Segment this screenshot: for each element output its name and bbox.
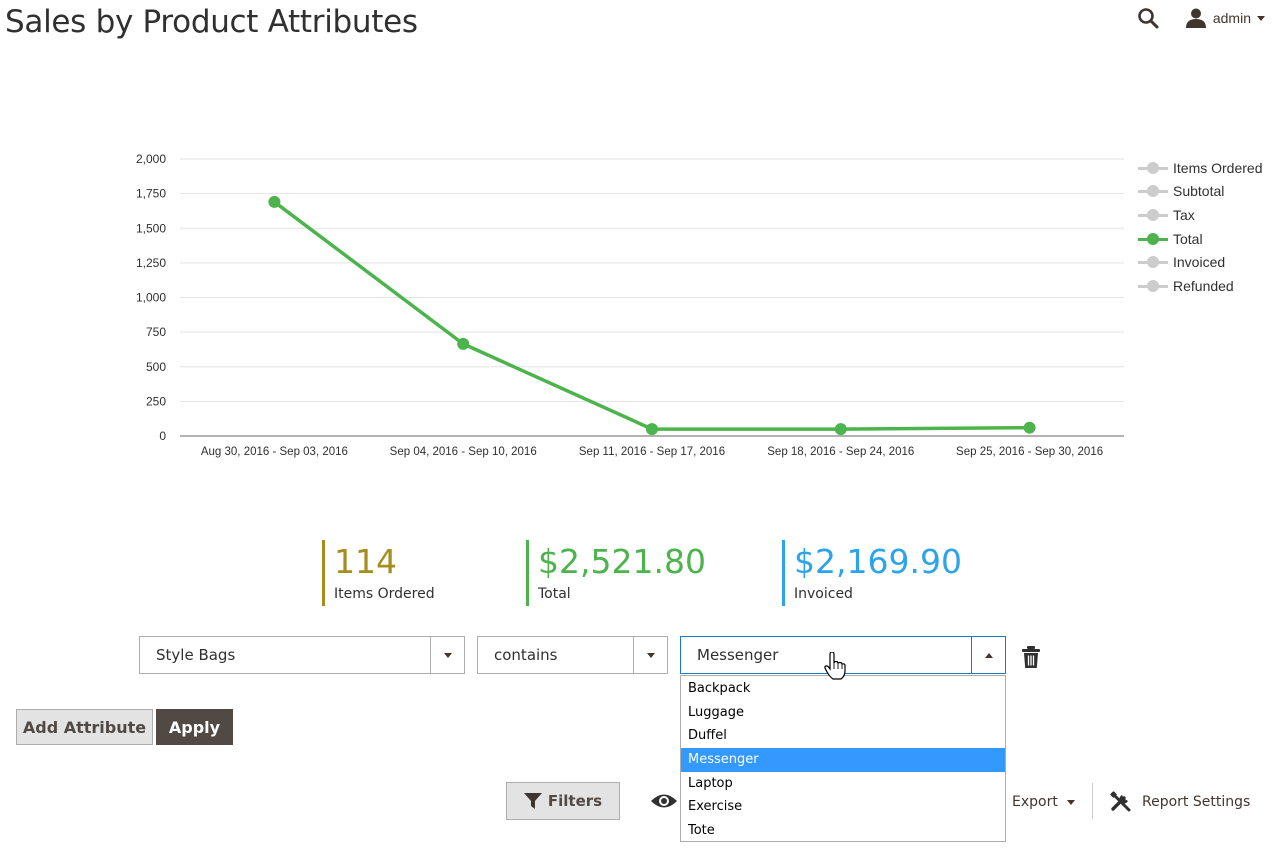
funnel-icon — [523, 793, 542, 809]
data-point — [1023, 421, 1036, 434]
legend-marker-icon — [1138, 184, 1168, 198]
filters-button-label: Filters — [547, 792, 603, 810]
y-tick-label: 0 — [159, 429, 166, 443]
totals-summary: 114 Items Ordered $2,521.80 Total $2,169… — [0, 540, 1275, 606]
y-tick-label: 1,750 — [136, 187, 166, 201]
chevron-up-icon — [984, 652, 993, 658]
legend-label: Total — [1173, 230, 1203, 247]
legend-item-invoiced[interactable]: Invoiced — [1138, 250, 1262, 274]
chevron-down-icon — [443, 652, 452, 658]
legend-item-tax[interactable]: Tax — [1138, 203, 1262, 227]
dropdown-option-luggage[interactable]: Luggage — [688, 704, 744, 720]
user-icon — [1185, 8, 1206, 28]
legend-marker-icon — [1138, 232, 1168, 246]
user-name: admin — [1212, 10, 1251, 26]
chart-legend: Items Ordered Subtotal Tax Total Invoiced Ref… — [1138, 156, 1262, 298]
data-point — [834, 423, 847, 436]
sales-chart: 2,000 1,750 1,500 1,250 1,000 750 500 250 0 Aug 3… — [136, 152, 1124, 458]
y-tick-label: 2,000 — [136, 152, 166, 166]
y-tick-label: 1,000 — [136, 291, 166, 305]
attribute-select-value: Style Bags — [156, 646, 236, 664]
legend-item-total[interactable]: Total — [1138, 227, 1262, 251]
report-settings-label: Report Settings — [1142, 794, 1251, 810]
y-tick-label: 1,500 — [136, 221, 166, 235]
operator-select-value: contains — [494, 646, 558, 664]
dropdown-option-exercise[interactable]: Exercise — [688, 799, 743, 815]
legend-label: Invoiced — [1173, 254, 1226, 271]
toolbar-divider — [1092, 783, 1093, 819]
header-actions: admin — [1135, 6, 1265, 30]
eye-icon[interactable] — [650, 790, 678, 812]
total-total: $2,521.80 Total — [526, 540, 706, 606]
value-dropdown-list: Backpack Luggage Duffel Messenger Laptop Exer… — [680, 675, 1006, 842]
total-value: $2,521.80 — [538, 542, 706, 581]
total-value: $2,169.90 — [794, 542, 962, 581]
add-attribute-button[interactable]: Add Attribute — [16, 709, 153, 745]
y-tick-label: 1,250 — [136, 256, 166, 270]
trash-icon[interactable] — [1020, 645, 1042, 669]
operator-select[interactable]: contains — [477, 636, 668, 674]
report-settings-button[interactable]: Report Settings — [1110, 791, 1250, 813]
chevron-down-icon — [646, 652, 655, 658]
user-menu[interactable]: admin — [1185, 7, 1265, 29]
data-point — [646, 423, 658, 436]
legend-label: Tax — [1173, 206, 1195, 223]
search-icon[interactable] — [1135, 6, 1161, 30]
y-tick-label: 250 — [146, 394, 166, 408]
legend-item-refunded[interactable]: Refunded — [1138, 274, 1262, 298]
total-label: Items Ordered — [334, 586, 435, 602]
legend-marker-icon — [1138, 208, 1168, 222]
total-items-ordered: 114 Items Ordered — [322, 540, 435, 606]
x-tick-label: Sep 25, 2016 - Sep 30, 2016 — [956, 446, 1103, 458]
legend-label: Items Ordered — [1173, 159, 1263, 176]
chevron-down-icon — [1066, 799, 1075, 805]
legend-item-subtotal[interactable]: Subtotal — [1138, 180, 1262, 204]
legend-item-items-ordered[interactable]: Items Ordered — [1138, 156, 1262, 180]
y-tick-label: 750 — [146, 325, 166, 339]
dropdown-option-duffel[interactable]: Duffel — [688, 728, 727, 744]
dropdown-option-laptop[interactable]: Laptop — [688, 775, 733, 791]
total-value: 114 — [334, 542, 397, 581]
value-select[interactable]: Messenger — [680, 636, 1006, 674]
attribute-select[interactable]: Style Bags — [139, 636, 465, 674]
x-tick-label: Sep 11, 2016 - Sep 17, 2016 — [579, 446, 725, 458]
data-point — [457, 337, 470, 350]
chevron-down-icon — [1257, 15, 1265, 21]
x-tick-label: Aug 30, 2016 - Sep 03, 2016 — [201, 446, 348, 458]
export-button-label: Export — [1012, 794, 1058, 810]
attribute-select-toggle[interactable] — [430, 637, 464, 673]
dropdown-option-messenger[interactable]: Messenger — [681, 748, 1005, 772]
total-label: Total — [538, 586, 571, 602]
value-select-toggle[interactable] — [971, 637, 1005, 673]
apply-button[interactable]: Apply — [156, 709, 233, 745]
data-point — [268, 195, 281, 208]
operator-select-toggle[interactable] — [633, 637, 667, 673]
legend-marker-icon — [1138, 255, 1168, 269]
filters-button[interactable]: Filters — [506, 782, 620, 820]
value-select-value: Messenger — [697, 646, 779, 664]
legend-label: Subtotal — [1173, 183, 1225, 200]
dropdown-option-tote[interactable]: Tote — [688, 823, 715, 839]
export-button[interactable]: Export — [1012, 792, 1075, 812]
series-line-total — [273, 200, 1030, 431]
x-tick-label: Sep 04, 2016 - Sep 10, 2016 — [390, 446, 537, 458]
tools-icon — [1110, 791, 1131, 812]
page-title: Sales by Product Attributes — [5, 4, 418, 40]
legend-marker-icon — [1138, 279, 1168, 293]
legend-marker-icon — [1138, 161, 1168, 175]
total-label: Invoiced — [794, 586, 853, 602]
total-invoiced: $2,169.90 Invoiced — [782, 540, 962, 606]
x-tick-label: Sep 18, 2016 - Sep 24, 2016 — [767, 446, 914, 458]
y-tick-label: 500 — [146, 360, 166, 374]
dropdown-option-backpack[interactable]: Backpack — [688, 681, 751, 696]
legend-label: Refunded — [1173, 277, 1234, 294]
